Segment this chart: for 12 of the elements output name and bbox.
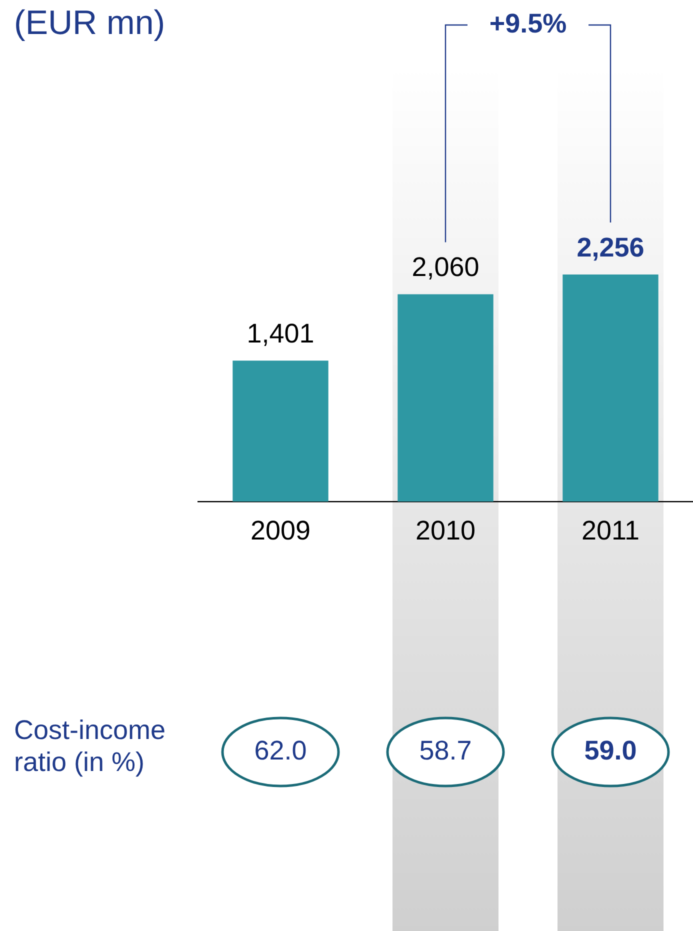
chart-title: (EUR mn): [14, 4, 166, 43]
text: Cost-income ratio (in %): [14, 714, 167, 778]
text: 59.0: [584, 735, 637, 766]
text: +9.5%: [489, 8, 567, 38]
data-label: 1,401: [246, 318, 314, 349]
x-tick-label: 2010: [415, 515, 476, 546]
text: 62.0: [254, 735, 307, 766]
data-label: 2,256: [576, 232, 644, 263]
x-tick-label: 2009: [250, 515, 311, 546]
text: 58.7: [419, 735, 472, 766]
data-label: 2,060: [412, 252, 480, 282]
x-tick-label: 2011: [581, 515, 640, 546]
